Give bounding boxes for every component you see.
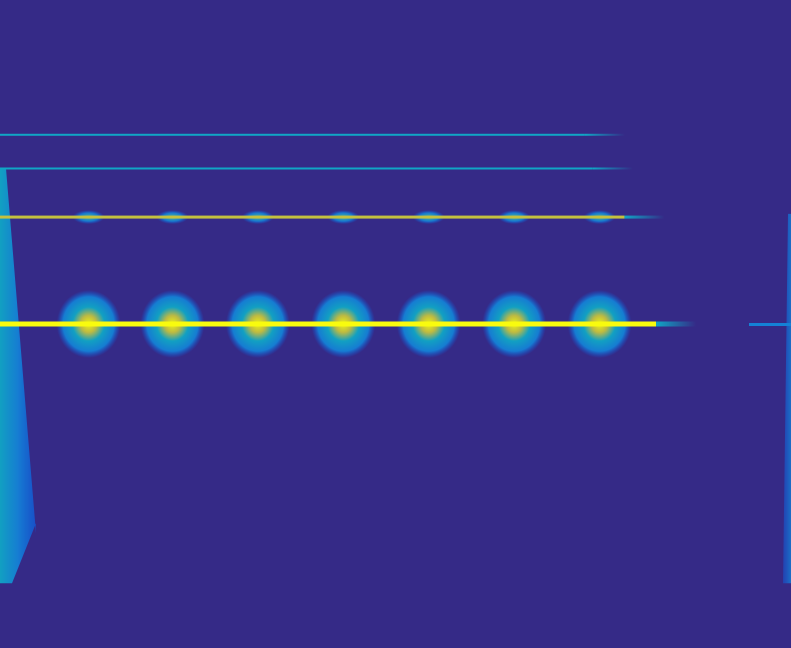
harmonic-line-1 bbox=[0, 167, 593, 170]
harmonic-line-2 bbox=[0, 215, 625, 219]
edge-band-right bbox=[783, 213, 791, 584]
harmonic-tail-3 bbox=[656, 321, 697, 327]
right-edge-glow bbox=[749, 323, 791, 326]
harmonic-tail-2 bbox=[624, 215, 665, 219]
harmonic-line-0 bbox=[0, 133, 585, 136]
edge-band-left bbox=[0, 168, 36, 584]
harmonic-tail-0 bbox=[584, 133, 625, 136]
harmonic-line-3 bbox=[0, 321, 657, 327]
harmonic-tail-1 bbox=[592, 167, 633, 170]
